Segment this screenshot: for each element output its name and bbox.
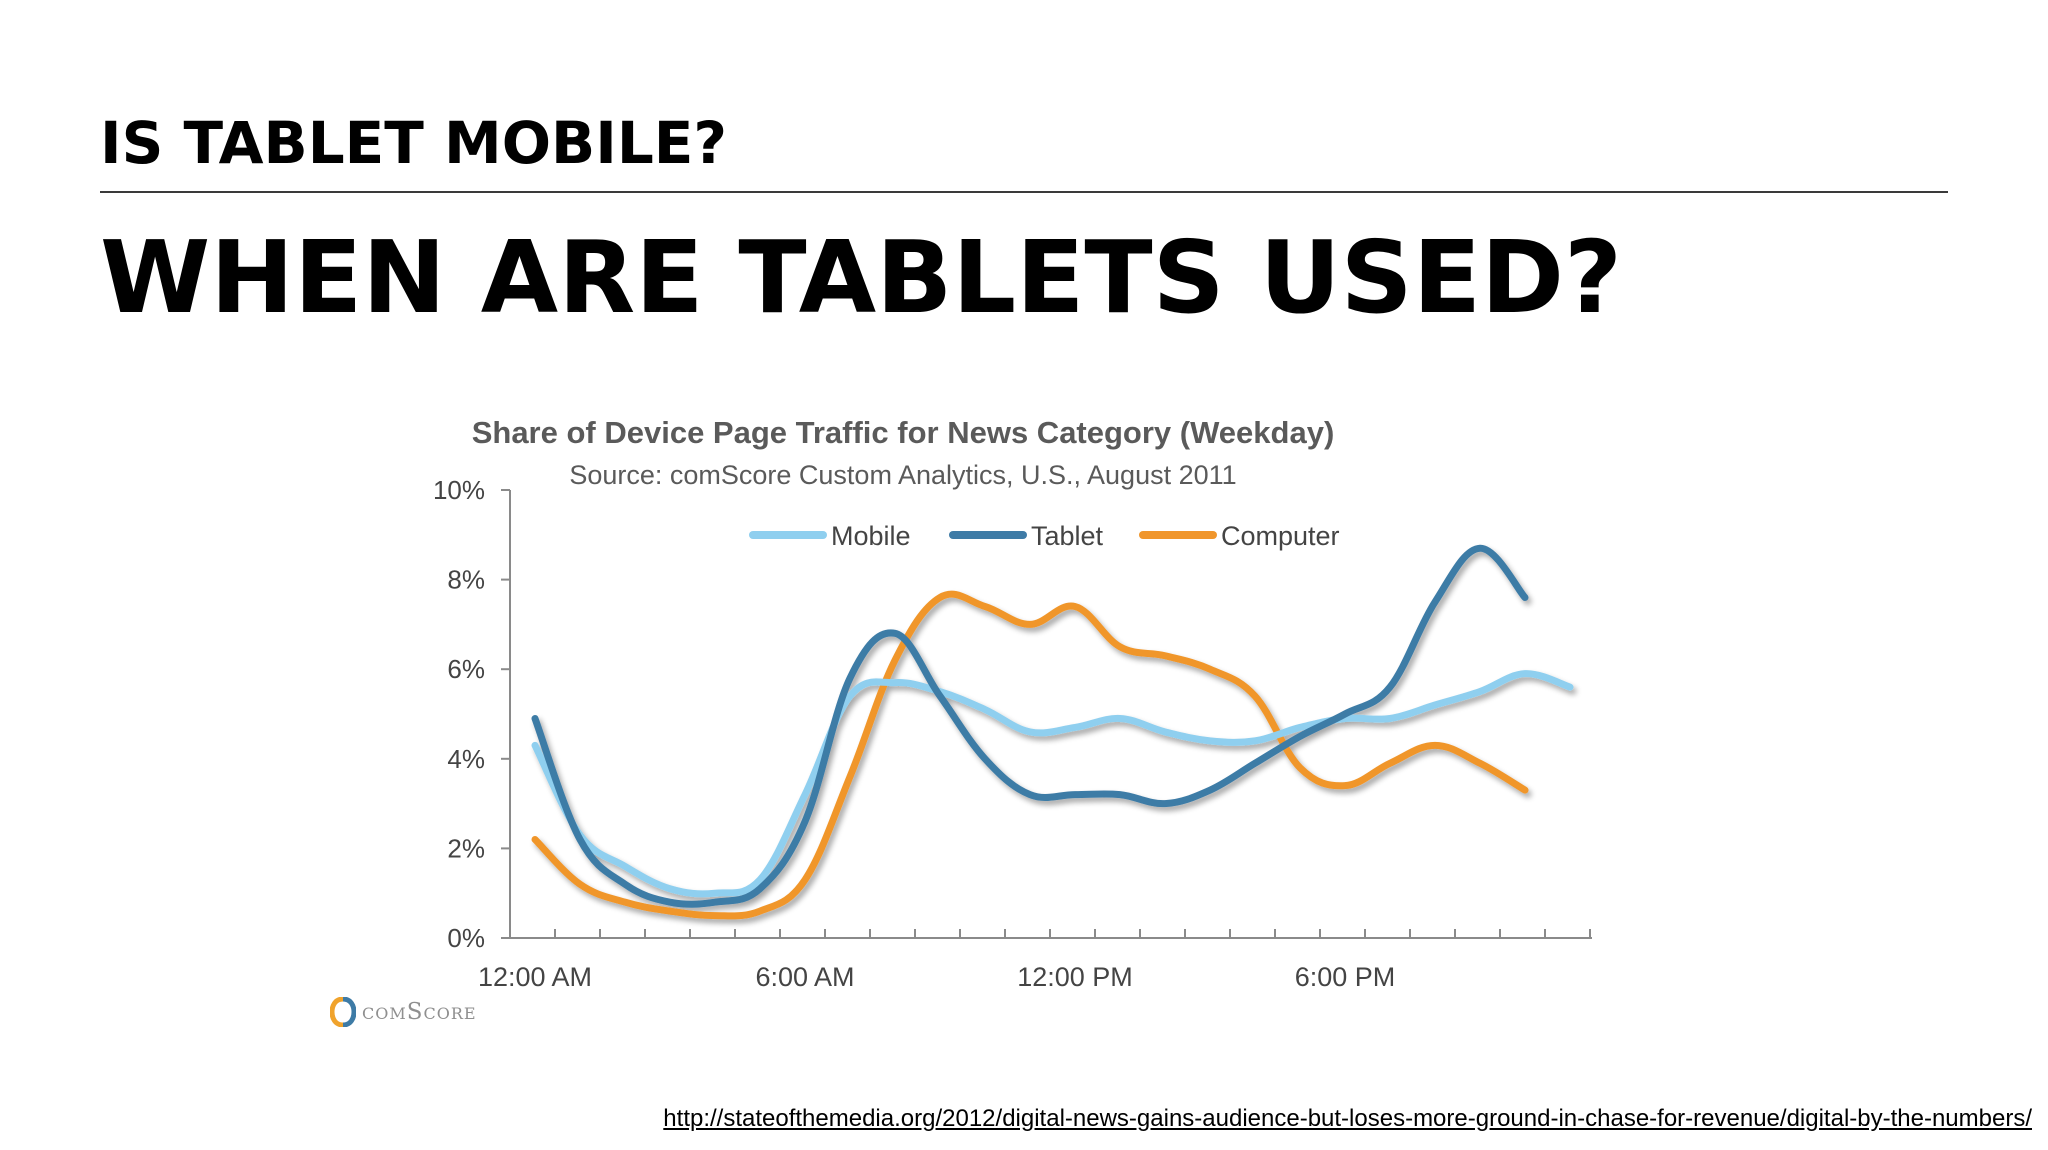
slide-kicker: IS TABLET MOBILE? xyxy=(100,109,728,177)
comscore-logo-icon xyxy=(330,997,356,1027)
comscore-logo-text: comScore xyxy=(362,999,477,1025)
chart-series xyxy=(531,544,1574,920)
y-tick-label: 0% xyxy=(447,923,485,953)
chart-axes: 0% 2% 4% 6% 8% 10% 12:00 AM 6:00 AM 12:00 PM 6:00… xyxy=(433,475,1592,992)
x-tick-label: 12:00 AM xyxy=(478,962,592,992)
slide-headline: WHEN ARE TABLETS USED? xyxy=(100,219,1623,336)
legend-label: Computer xyxy=(1221,521,1340,551)
x-tick-label: 6:00 AM xyxy=(755,962,854,992)
source-link[interactable]: http://stateofthemedia.org/2012/digital-… xyxy=(663,1105,2032,1132)
legend-label: Mobile xyxy=(831,521,911,551)
y-tick-label: 6% xyxy=(447,654,485,684)
y-tick-label: 2% xyxy=(447,833,485,863)
legend-label: Tablet xyxy=(1031,521,1104,551)
series-line-mobile xyxy=(531,670,1574,898)
title-divider xyxy=(100,191,1948,193)
y-tick-label: 4% xyxy=(447,744,485,774)
chart-legend: Mobile Tablet Computer xyxy=(749,521,1340,551)
chart-title: Share of Device Page Traffic for News Ca… xyxy=(472,415,1335,450)
y-tick-label: 10% xyxy=(433,475,485,505)
comscore-logo: comScore xyxy=(330,997,477,1027)
y-tick-label: 8% xyxy=(447,565,485,595)
series-line-tablet xyxy=(531,544,1529,908)
chart-subtitle: Source: comScore Custom Analytics, U.S.,… xyxy=(569,460,1236,490)
series-line-computer xyxy=(531,590,1529,920)
x-tick-label: 6:00 PM xyxy=(1295,962,1396,992)
x-tick-label: 12:00 PM xyxy=(1017,962,1133,992)
